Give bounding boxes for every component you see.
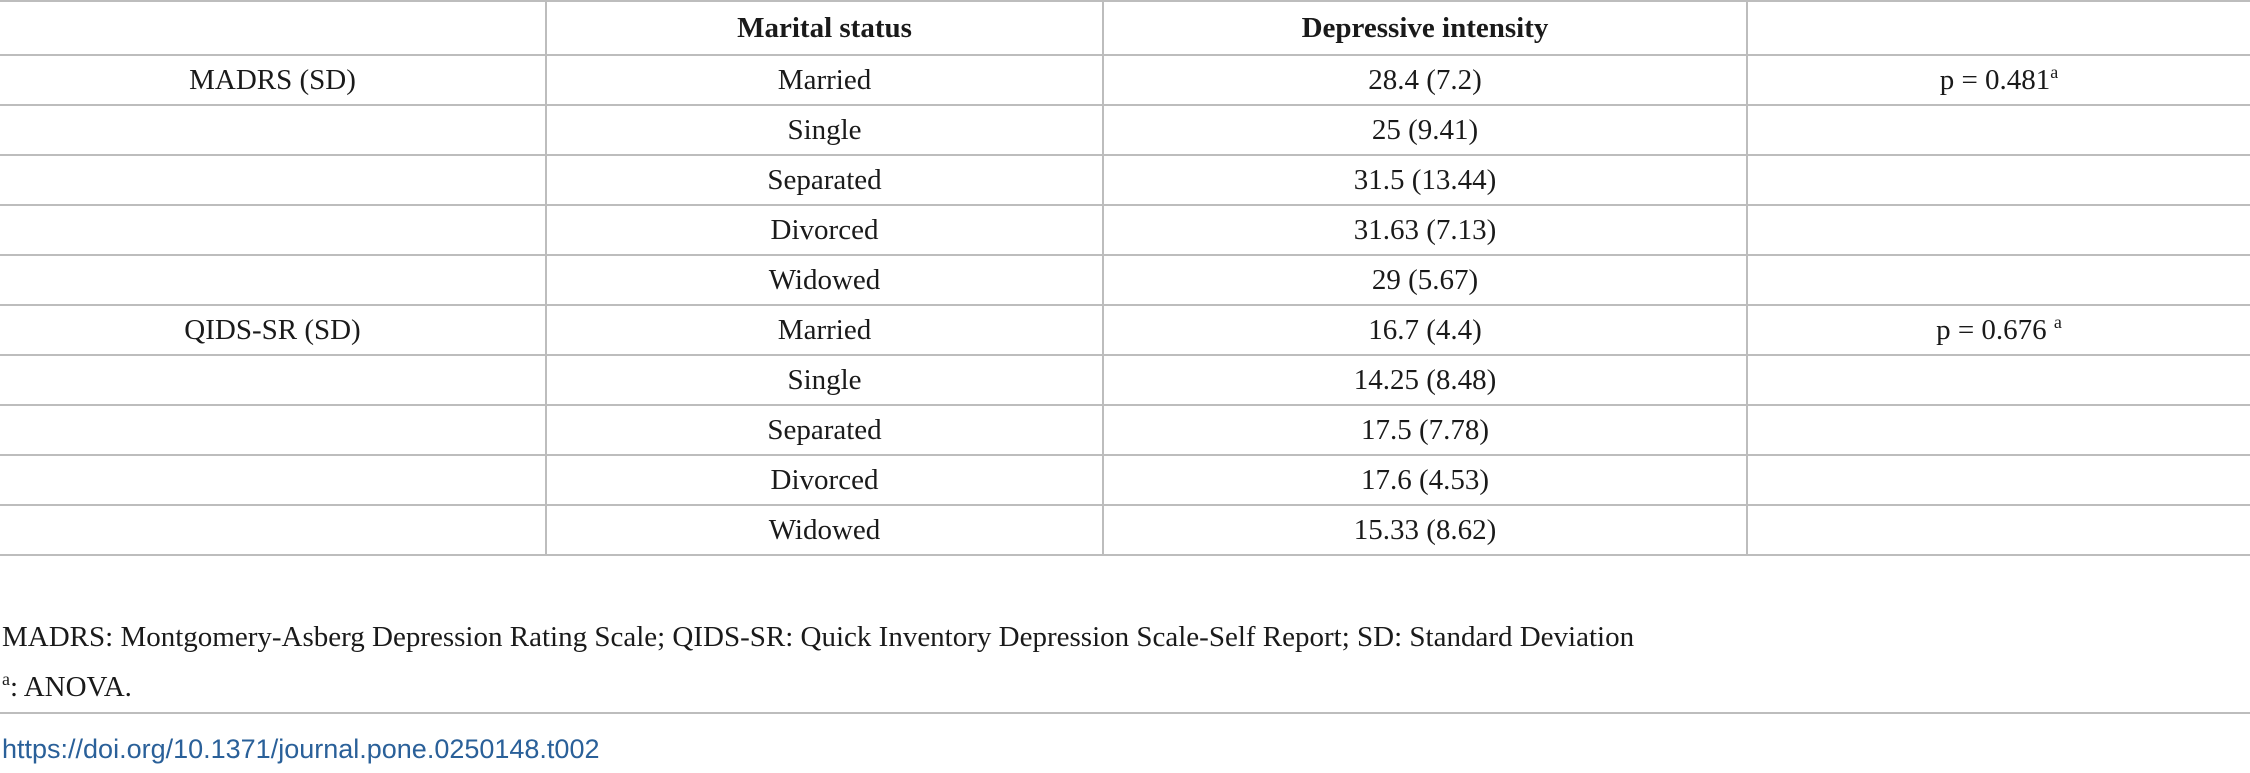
cell-scale xyxy=(0,254,547,306)
cell-scale xyxy=(0,504,547,556)
p-value-superscript: a xyxy=(2050,61,2059,82)
cell-scale: MADRS (SD) xyxy=(0,54,547,106)
cell-marital-status: Single xyxy=(545,104,1104,156)
footnote-text: : ANOVA. xyxy=(10,671,132,703)
cell-marital-status: Widowed xyxy=(545,504,1104,556)
p-value-superscript: a xyxy=(2053,311,2062,332)
cell-depressive-intensity: 25 (9.41) xyxy=(1102,104,1748,156)
p-value-text: p = 0.481 xyxy=(1939,63,2051,96)
table-footnotes: MADRS: Montgomery-Asberg Depression Rati… xyxy=(2,612,1634,712)
cell-marital-status: Widowed xyxy=(545,254,1104,306)
cell-scale xyxy=(0,404,547,456)
table-row: QIDS-SR (SD) Married 16.7 (4.4) p = 0.67… xyxy=(0,304,2250,356)
table-row: Divorced 17.6 (4.53) xyxy=(0,454,2250,506)
cell-scale xyxy=(0,154,547,206)
cell-depressive-intensity: 15.33 (8.62) xyxy=(1102,504,1748,556)
table-row: Widowed 29 (5.67) xyxy=(0,254,2250,306)
anova-footnote: a: ANOVA. xyxy=(2,662,1634,712)
cell-p-value xyxy=(1746,204,2250,256)
cell-scale xyxy=(0,204,547,256)
cell-p-value: p = 0.676 a xyxy=(1746,304,2250,356)
cell-p-value: p = 0.481a xyxy=(1746,54,2250,106)
table-row: Widowed 15.33 (8.62) xyxy=(0,504,2250,556)
table-row: Single 14.25 (8.48) xyxy=(0,354,2250,406)
table-row: Single 25 (9.41) xyxy=(0,104,2250,156)
table-row: Divorced 31.63 (7.13) xyxy=(0,204,2250,256)
cell-marital-status: Divorced xyxy=(545,204,1104,256)
cell-p-value xyxy=(1746,454,2250,506)
cell-marital-status: Divorced xyxy=(545,454,1104,506)
table-row: MADRS (SD) Married 28.4 (7.2) p = 0.481a xyxy=(0,54,2250,106)
cell-depressive-intensity: 29 (5.67) xyxy=(1102,254,1748,306)
cell-depressive-intensity: 17.6 (4.53) xyxy=(1102,454,1748,506)
table-row: Separated 17.5 (7.78) xyxy=(0,404,2250,456)
cell-marital-status: Single xyxy=(545,354,1104,406)
header-scale xyxy=(0,0,547,56)
cell-depressive-intensity: 14.25 (8.48) xyxy=(1102,354,1748,406)
table-row: Separated 31.5 (13.44) xyxy=(0,154,2250,206)
cell-depressive-intensity: 17.5 (7.78) xyxy=(1102,404,1748,456)
cell-marital-status: Married xyxy=(545,304,1104,356)
cell-scale xyxy=(0,454,547,506)
cell-depressive-intensity: 31.63 (7.13) xyxy=(1102,204,1748,256)
footnote-marker: a xyxy=(2,669,10,689)
cell-depressive-intensity: 31.5 (13.44) xyxy=(1102,154,1748,206)
cell-marital-status: Separated xyxy=(545,404,1104,456)
cell-depressive-intensity: 16.7 (4.4) xyxy=(1102,304,1748,356)
cell-p-value xyxy=(1746,504,2250,556)
cell-scale: QIDS-SR (SD) xyxy=(0,304,547,356)
footer-divider xyxy=(0,712,2250,714)
abbreviations-footnote: MADRS: Montgomery-Asberg Depression Rati… xyxy=(2,621,1635,653)
cell-scale xyxy=(0,354,547,406)
cell-marital-status: Married xyxy=(545,54,1104,106)
cell-p-value xyxy=(1746,154,2250,206)
cell-p-value xyxy=(1746,104,2250,156)
header-depressive-intensity: Depressive intensity xyxy=(1102,0,1748,56)
header-marital-status: Marital status xyxy=(545,0,1104,56)
cell-scale xyxy=(0,104,547,156)
cell-marital-status: Separated xyxy=(545,154,1104,206)
cell-p-value xyxy=(1746,354,2250,406)
doi-link[interactable]: https://doi.org/10.1371/journal.pone.025… xyxy=(2,734,600,764)
data-table: Marital status Depressive intensity MADR… xyxy=(0,0,2250,556)
p-value-text: p = 0.676 xyxy=(1936,313,2054,346)
cell-depressive-intensity: 28.4 (7.2) xyxy=(1102,54,1748,106)
table-header-row: Marital status Depressive intensity xyxy=(0,0,2250,56)
cell-p-value xyxy=(1746,404,2250,456)
header-p-value xyxy=(1746,0,2250,56)
cell-p-value xyxy=(1746,254,2250,306)
